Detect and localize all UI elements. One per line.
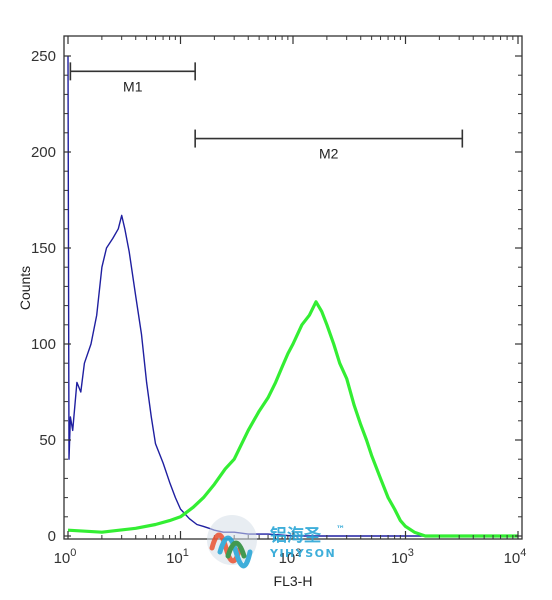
y-tick-label: 50	[39, 432, 56, 449]
series-line-2	[67, 300, 518, 538]
markers-layer: M1 M2	[69, 62, 464, 162]
y-tick-label: 0	[48, 528, 56, 545]
gate-marker-label: M1	[123, 78, 143, 94]
watermark-latin-text: YIHYSON	[269, 547, 336, 560]
y-axis-title: Counts	[17, 266, 33, 310]
watermark-emblem	[207, 515, 257, 569]
x-axis-title: FL3-H	[274, 573, 313, 589]
gate-marker-m2: M2	[194, 129, 464, 162]
y-tick-label: 100	[31, 336, 56, 353]
watermark-logo: 铝海圣 ™ YIHYSON	[207, 515, 345, 569]
y-tick-label: 250	[31, 48, 56, 65]
gate-marker-label: M2	[319, 146, 339, 162]
y-tick-label: 150	[31, 240, 56, 257]
gate-marker-m1: M1	[69, 62, 196, 94]
watermark-trademark: ™	[336, 525, 345, 535]
y-tick-label: 200	[31, 144, 56, 161]
watermark-chinese-text: 铝海圣	[270, 525, 322, 546]
